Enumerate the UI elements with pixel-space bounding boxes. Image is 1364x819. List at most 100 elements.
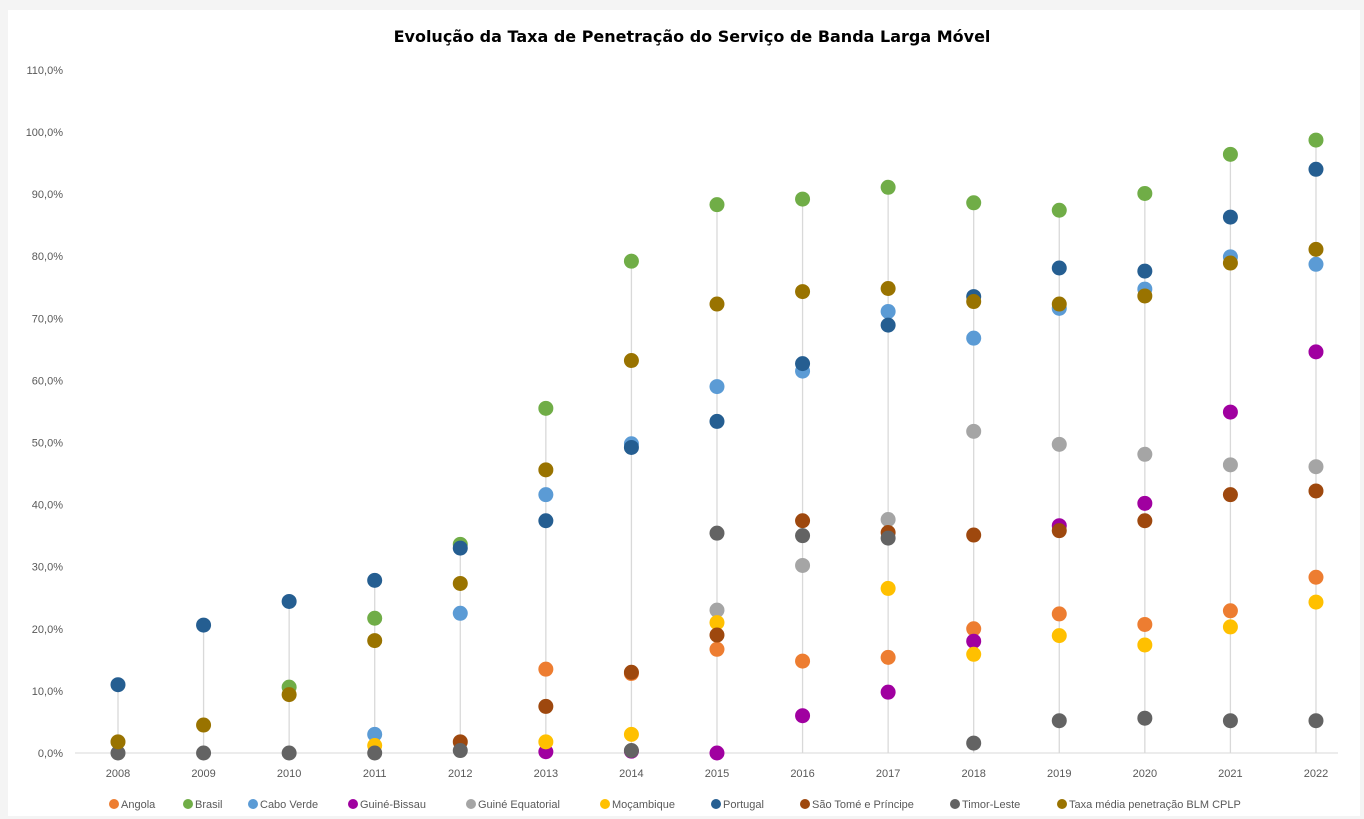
data-point (795, 708, 811, 724)
data-point (196, 617, 212, 633)
drop-lines (117, 140, 1317, 753)
legend-marker (466, 799, 476, 809)
data-point (452, 575, 468, 591)
data-point (1137, 616, 1153, 632)
x-tick-label: 2014 (619, 768, 643, 780)
data-point (1308, 161, 1324, 177)
legend-label: Cabo Verde (260, 799, 318, 811)
data-point (1137, 263, 1153, 279)
y-tick-label: 100,0% (26, 127, 64, 139)
y-tick-label: 30,0% (32, 562, 63, 574)
data-point (1308, 483, 1324, 499)
data-point (1051, 260, 1067, 276)
data-point (538, 462, 554, 478)
data-point (795, 528, 811, 544)
x-tick-label: 2011 (363, 768, 387, 780)
data-point (538, 734, 554, 750)
y-tick-label: 90,0% (32, 189, 63, 201)
data-point (281, 593, 297, 609)
y-tick-label: 110,0% (27, 65, 64, 77)
data-point (795, 191, 811, 207)
data-point (1308, 241, 1324, 257)
data-point (1222, 255, 1238, 271)
data-point (880, 684, 896, 700)
data-point (880, 317, 896, 333)
data-point (452, 605, 468, 621)
data-point (880, 303, 896, 319)
legend-label: Portugal (723, 799, 764, 811)
data-point (452, 743, 468, 759)
legend-marker (183, 799, 193, 809)
data-point (1308, 344, 1324, 360)
data-point (1051, 436, 1067, 452)
legend-label: São Tomé e Príncipe (812, 799, 914, 811)
chart-title: Evolução da Taxa de Penetração do Serviç… (394, 27, 991, 46)
data-point (1137, 710, 1153, 726)
legend-label: Taxa média penetração BLM CPLP (1069, 799, 1241, 811)
y-tick-label: 60,0% (32, 375, 63, 387)
legend-label: Brasil (195, 799, 223, 811)
data-point (196, 745, 212, 761)
data-point (623, 253, 639, 269)
data-point (1222, 209, 1238, 225)
x-tick-label: 2015 (705, 768, 729, 780)
data-point (110, 745, 126, 761)
data-point (538, 661, 554, 677)
y-tick-label: 50,0% (32, 438, 63, 450)
data-point (196, 717, 212, 733)
data-point (281, 687, 297, 703)
data-point (709, 602, 725, 618)
data-point (623, 439, 639, 455)
legend-marker (950, 799, 960, 809)
x-tick-label: 2018 (961, 768, 985, 780)
data-point (1051, 523, 1067, 539)
data-points (110, 132, 1324, 761)
data-point (966, 294, 982, 310)
data-point (1051, 628, 1067, 644)
data-point (1308, 594, 1324, 610)
data-point (966, 527, 982, 543)
x-tick-label: 2010 (277, 768, 301, 780)
data-point (709, 379, 725, 395)
data-point (1222, 404, 1238, 420)
data-point (1308, 569, 1324, 585)
y-tick-label: 40,0% (32, 500, 63, 512)
data-point (1308, 132, 1324, 148)
legend-label: Guiné-Bissau (360, 799, 426, 811)
legend-marker (109, 799, 119, 809)
x-tick-label: 2020 (1133, 768, 1157, 780)
data-point (1222, 146, 1238, 162)
x-tick-label: 2008 (106, 768, 130, 780)
data-point (966, 330, 982, 346)
y-tick-label: 0,0% (38, 748, 63, 760)
data-point (709, 627, 725, 643)
y-tick-label: 10,0% (32, 686, 63, 698)
data-point (1051, 713, 1067, 729)
data-point (880, 280, 896, 296)
legend-label: Angola (121, 799, 156, 811)
legend-marker (600, 799, 610, 809)
legend-label: Guiné Equatorial (478, 799, 560, 811)
data-point (966, 195, 982, 211)
data-point (709, 413, 725, 429)
data-point (623, 743, 639, 759)
legend-marker (348, 799, 358, 809)
data-point (1051, 296, 1067, 312)
x-tick-label: 2021 (1218, 768, 1242, 780)
data-point (110, 734, 126, 750)
data-point (966, 621, 982, 637)
data-point (1137, 637, 1153, 653)
legend-marker (248, 799, 258, 809)
data-point (1222, 603, 1238, 619)
x-tick-label: 2016 (790, 768, 814, 780)
x-tick-label: 2012 (448, 768, 472, 780)
data-point (1222, 487, 1238, 503)
data-point (966, 735, 982, 751)
x-tick-label: 2013 (534, 768, 558, 780)
legend-marker (1057, 799, 1067, 809)
x-tick-label: 2009 (191, 768, 215, 780)
data-point (1222, 713, 1238, 729)
data-point (795, 653, 811, 669)
data-point (795, 356, 811, 372)
data-point (1137, 495, 1153, 511)
